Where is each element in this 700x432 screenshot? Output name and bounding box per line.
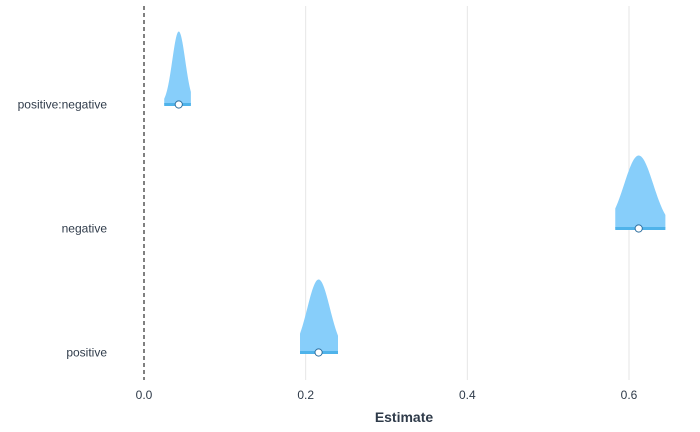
x-tick-label-1: 0.2 <box>297 388 314 402</box>
x-tick-label-2: 0.4 <box>459 388 476 402</box>
y-tick-label-0: positive:negative <box>18 98 108 112</box>
y-tick-label-2: positive <box>66 346 107 360</box>
density-ridge-2 <box>300 279 338 353</box>
x-tick-label-0: 0.0 <box>136 388 153 402</box>
y-axis-tick-labels: positive:negative negative positive <box>18 98 108 360</box>
x-tick-label-3: 0.6 <box>621 388 638 402</box>
density-ridge-0 <box>164 31 191 105</box>
y-tick-label-1: negative <box>62 222 108 236</box>
density-ridge-1 <box>615 155 666 229</box>
x-axis-tick-labels: 0.0 0.2 0.4 0.6 <box>136 388 638 402</box>
x-axis-title: Estimate <box>375 409 434 425</box>
density-shapes <box>164 31 666 354</box>
estimate-points <box>174 100 643 357</box>
gridlines <box>305 6 630 380</box>
estimate-point-2 <box>314 348 323 357</box>
estimate-point-1 <box>634 224 643 233</box>
estimate-point-0 <box>174 100 183 109</box>
